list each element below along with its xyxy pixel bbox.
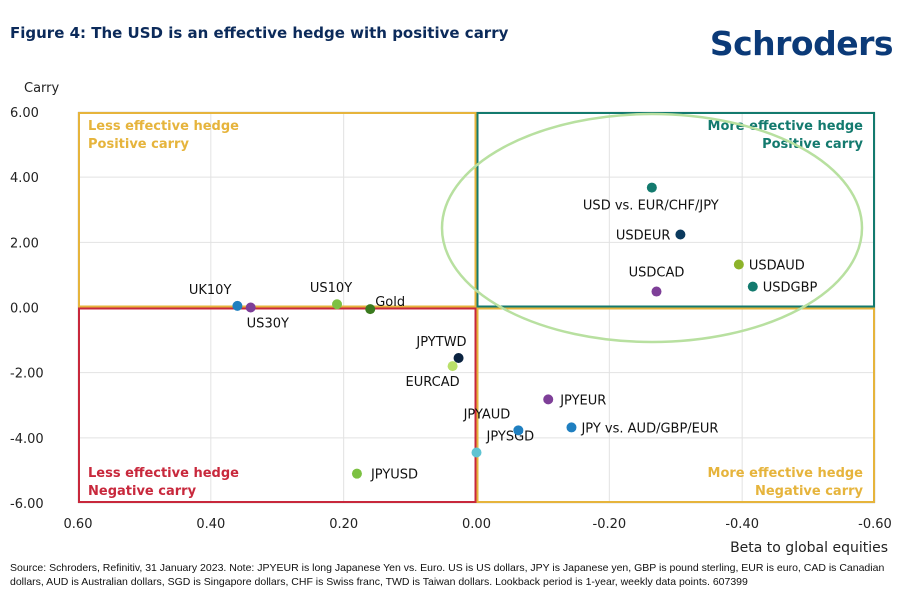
- y-tick-label: -4.00: [10, 432, 44, 447]
- data-point-label: JPY vs. AUD/GBP/EUR: [580, 421, 718, 436]
- data-point: [332, 299, 343, 310]
- quadrant-box: [78, 307, 477, 503]
- quadrant-label: Negative carry: [755, 484, 864, 499]
- data-point: [747, 281, 758, 292]
- y-tick-label: 4.00: [10, 171, 39, 186]
- data-point-label: JPYUSD: [370, 468, 418, 483]
- quadrant-label: Less effective hedge: [88, 466, 239, 481]
- data-point: [471, 447, 482, 458]
- y-tick-label: -6.00: [10, 497, 44, 512]
- x-tick-label: -0.40: [725, 517, 759, 532]
- data-point-label: USDCAD: [629, 266, 685, 281]
- data-point: [453, 353, 464, 364]
- quadrant-label: Negative carry: [88, 484, 197, 499]
- x-tick-label: 0.20: [329, 517, 358, 532]
- data-point: [733, 259, 744, 270]
- data-point: [646, 182, 657, 193]
- data-point: [232, 300, 243, 311]
- quadrant-label: More effective hedge: [708, 119, 864, 134]
- quadrant-label: More effective hedge: [708, 466, 864, 481]
- data-point: [675, 229, 686, 240]
- data-point-label: JPYAUD: [463, 407, 511, 422]
- data-point: [566, 422, 577, 433]
- figure-title: Figure 4: The USD is an effective hedge …: [10, 24, 509, 42]
- x-tick-label: 0.40: [196, 517, 225, 532]
- x-tick-label: 0.60: [64, 517, 93, 532]
- quadrant-box: [476, 112, 875, 308]
- data-point-label: Gold: [375, 295, 405, 310]
- data-point-label: USD vs. EUR/CHF/JPY: [583, 199, 719, 214]
- y-tick-label: 6.00: [10, 106, 39, 121]
- data-point: [365, 304, 376, 315]
- data-point-label: US30Y: [247, 317, 289, 332]
- y-axis-label: Carry: [24, 81, 60, 96]
- highlight-ellipse: [440, 112, 864, 344]
- data-point: [651, 286, 662, 297]
- quadrant-box: [476, 307, 875, 503]
- x-tick-label: -0.20: [593, 517, 627, 532]
- data-point-label: USDAUD: [749, 258, 805, 273]
- data-point-label: EURCAD: [406, 375, 460, 390]
- x-tick-label: 0.00: [462, 517, 491, 532]
- data-point-label: USDGBP: [763, 281, 818, 296]
- data-point-label: US10Y: [310, 281, 352, 296]
- data-point-label: JPYSGD: [486, 429, 535, 444]
- y-tick-label: -2.00: [10, 367, 44, 382]
- data-point: [513, 425, 524, 436]
- quadrant-label: Less effective hedge: [88, 119, 239, 134]
- x-tick-label: -0.60: [858, 517, 892, 532]
- data-point: [543, 394, 554, 405]
- data-point: [351, 468, 362, 479]
- y-tick-label: 2.00: [10, 236, 39, 251]
- data-point: [245, 302, 256, 313]
- quadrant-label: Positive carry: [88, 137, 189, 152]
- data-point-label: JPYTWD: [415, 335, 466, 350]
- data-point-label: UK10Y: [189, 283, 232, 298]
- source-note: Source: Schroders, Refinitiv, 31 January…: [10, 562, 885, 588]
- y-tick-label: 0.00: [10, 302, 39, 317]
- data-point-label: USDEUR: [616, 229, 671, 244]
- quadrant-label: Positive carry: [762, 137, 863, 152]
- data-point: [447, 361, 458, 372]
- schroders-logo: Schroders: [709, 24, 894, 63]
- data-point-label: JPYEUR: [559, 393, 606, 408]
- x-axis-label: Beta to global equities: [730, 540, 888, 556]
- quadrant-box: [78, 112, 477, 308]
